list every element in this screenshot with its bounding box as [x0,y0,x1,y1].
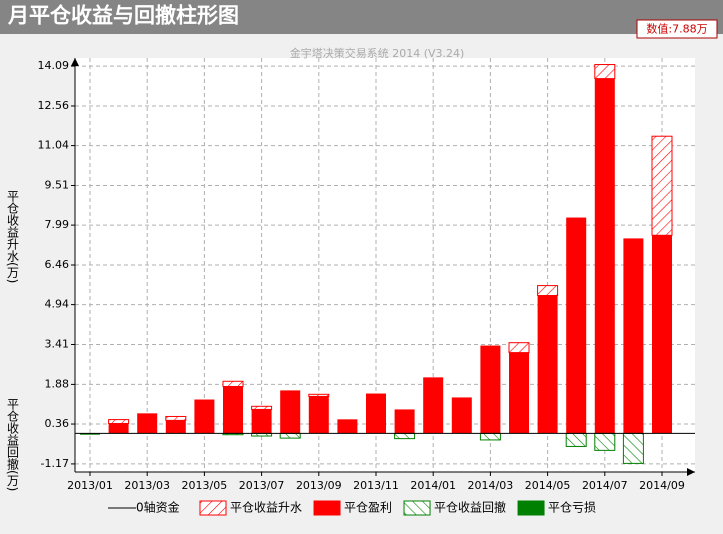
bar [251,405,273,410]
bar [423,377,444,434]
y-tick-label: 11.04 [38,139,70,152]
x-tick-label: 2013/01 [67,479,113,492]
bar [366,393,386,434]
bar [651,135,673,236]
bar [509,352,529,434]
bar [279,432,301,439]
y-tick-label: -1.17 [41,457,69,470]
bar [137,413,158,434]
x-tick-label: 2013/11 [353,479,399,492]
bar [80,433,100,435]
y-tick-label: 3.41 [45,338,70,351]
bar [594,78,615,434]
y-label-bottom: 平仓收益回撤(万) [6,398,20,491]
legend-swatch [517,500,545,516]
legend-label: 平仓收益升水 [230,501,302,515]
bar [108,423,129,434]
bar [108,419,130,425]
bar [222,380,244,387]
legend-swatch [403,500,431,516]
x-tick-label: 2013/07 [239,479,285,492]
bar [308,396,329,434]
watermark: 金宇塔决策交易系统 2014 (V3.24) [290,46,465,60]
value-box [636,19,718,39]
bar [594,432,616,451]
legend-swatch [199,500,227,516]
legend-swatch [313,500,341,516]
x-tick-label: 2013/05 [182,479,228,492]
bar [165,415,187,421]
bar [652,235,672,434]
x-tick-label: 2014/07 [582,479,628,492]
x-tick-label: 2013/03 [124,479,170,492]
bar [165,420,186,434]
plot: -1.17 0.36 1.88 3.41 4.94 6.46 7.99 9.51 11.04 12… [38,58,695,492]
bar [537,295,558,434]
value-display: 数值:7.88万 [646,23,707,36]
bar [479,432,501,441]
x-tick-label: 2014/09 [639,479,685,492]
bar [194,399,215,434]
bar [594,64,616,80]
bar [394,409,415,434]
legend-label: 平仓盈利 [344,501,392,515]
y-tick-label: 9.51 [45,178,70,191]
legend-label: 0轴资金 [136,500,180,515]
bar [622,432,644,464]
bar [537,285,559,297]
legend-label: 平仓亏损 [548,501,596,515]
bar [451,397,472,434]
bar [565,432,587,447]
bar [251,409,272,434]
y-tick-label: 6.46 [45,258,70,271]
y-label-top: 平仓收益升水(万) [6,190,20,283]
bar [280,390,301,434]
bar [308,393,330,397]
y-tick-label: 4.94 [45,298,70,311]
chart-title: 月平仓收益与回撤柱形图 [7,3,239,28]
y-tick-label: 7.99 [45,218,70,231]
legend-label: 平仓收益回撤 [434,500,506,515]
bar [566,217,587,434]
bar [508,342,530,354]
bar [623,238,644,434]
x-tick-label: 2014/03 [468,479,514,492]
x-tick-label: 2013/09 [296,479,342,492]
y-tick-label: 1.88 [45,377,70,390]
bar [337,419,358,434]
y-tick-label: 14.09 [38,59,70,72]
bar [394,432,416,440]
x-tick-label: 2014/05 [525,479,571,492]
x-tick-label: 2014/01 [410,479,456,492]
title-bar [0,0,723,34]
y-tick-label: 12.56 [38,99,70,112]
bar [480,345,501,434]
bar [223,386,243,434]
y-tick-label: 0.36 [45,417,70,430]
